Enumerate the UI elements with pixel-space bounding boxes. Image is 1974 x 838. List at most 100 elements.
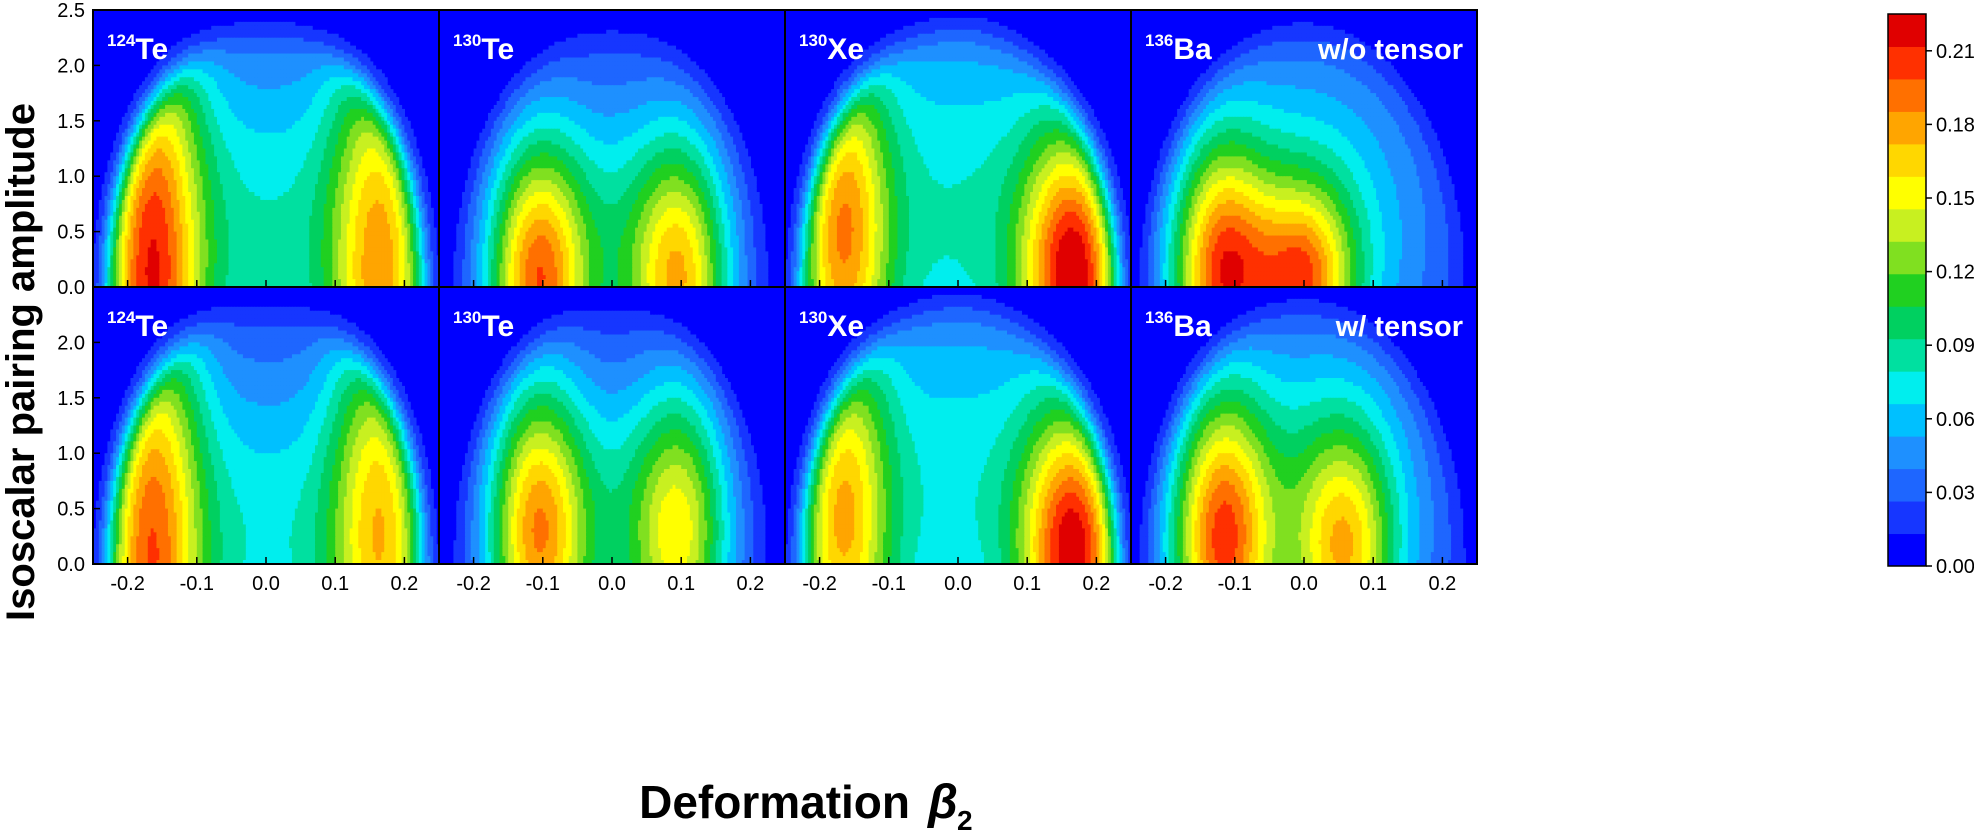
contour-cell [366,69,371,74]
contour-cell [257,168,261,173]
contour-cell [381,81,385,86]
contour-cell [182,69,186,74]
contour-cell [268,25,273,31]
contour-cell [266,112,270,118]
contour-cell [387,140,391,146]
contour-cell [193,199,198,205]
contour-cell [349,49,354,55]
contour-cell [323,124,328,130]
contour-cell [165,199,169,205]
contour-cell [389,120,394,126]
contour-cell [193,104,198,110]
contour-cell [196,219,201,225]
contour-cell [418,195,423,201]
contour-cell [286,45,290,51]
contour-cell [392,156,397,161]
contour-cell [317,227,322,233]
contour-cell [303,132,307,138]
contour-cell [294,49,299,55]
contour-cell [372,101,377,106]
contour-cell [153,188,158,193]
contour-cell [216,57,221,63]
contour-cell [366,85,371,90]
contour-cell [176,101,181,106]
contour-cell [116,184,120,189]
contour-cell [378,207,382,213]
contour-cell [257,160,261,165]
contour-cell [202,57,207,63]
contour-cell [234,77,238,82]
contour-cell [384,172,388,177]
contour-cell [355,69,359,74]
contour-cell [202,104,207,110]
contour-cell [150,223,155,229]
contour-cell [364,207,368,213]
contour-cell [372,124,377,130]
contour-cell [242,223,247,229]
contour-cell [133,223,137,229]
contour-cell [352,227,356,233]
contour-cell [294,37,299,43]
contour-cell [193,192,198,197]
contour-cell [205,207,209,213]
contour-cell [205,108,209,114]
contour-cell [179,156,183,161]
contour-cell [176,219,181,225]
contour-cell [315,203,319,209]
contour-cell [144,160,149,165]
contour-cell [424,188,429,193]
contour-cell [283,144,287,150]
contour-cell [312,57,316,63]
contour-cell [136,160,140,165]
contour-cell [326,227,331,233]
contour-cell [268,172,273,177]
contour-cell [283,41,287,47]
contour-cell [202,53,207,59]
contour-cell [245,33,250,39]
contour-cell [291,65,296,70]
contour-cell [326,101,331,106]
contour-cell [136,199,140,205]
contour-cell [107,199,111,205]
contour-cell [260,69,264,74]
contour-cell [268,184,273,189]
contour-cell [219,53,224,59]
contour-cell [240,73,244,78]
contour-cell [427,195,431,201]
contour-cell [214,144,218,150]
contour-cell [185,192,189,197]
contour-cell [156,61,160,66]
contour-cell [240,104,244,110]
contour-cell [159,120,163,126]
contour-cell [355,136,359,142]
contour-cell [372,211,377,217]
contour-cell [205,124,209,130]
contour-cell [254,195,258,201]
contour-cell [231,45,235,51]
contour-cell [263,160,267,165]
contour-cell [121,215,126,221]
contour-cell [329,77,333,82]
contour-cell [240,148,244,154]
contour-cell [208,160,212,165]
contour-cell [309,33,313,39]
contour-cell [280,124,284,130]
contour-cell [271,184,276,189]
contour-cell [225,37,230,43]
contour-cell [193,85,198,90]
contour-cell [208,164,212,169]
contour-cell [153,152,158,158]
contour-cell [346,93,351,98]
contour-cell [124,152,129,158]
contour-cell [251,104,256,110]
contour-cell [323,168,328,173]
contour-cell [372,227,377,233]
contour-cell [294,203,299,209]
contour-cell [378,160,382,165]
contour-cell [124,199,129,205]
contour-cell [404,176,408,181]
contour-cell [381,120,385,126]
contour-cell [329,180,333,185]
contour-cell [389,195,394,201]
contour-cell [225,77,230,82]
